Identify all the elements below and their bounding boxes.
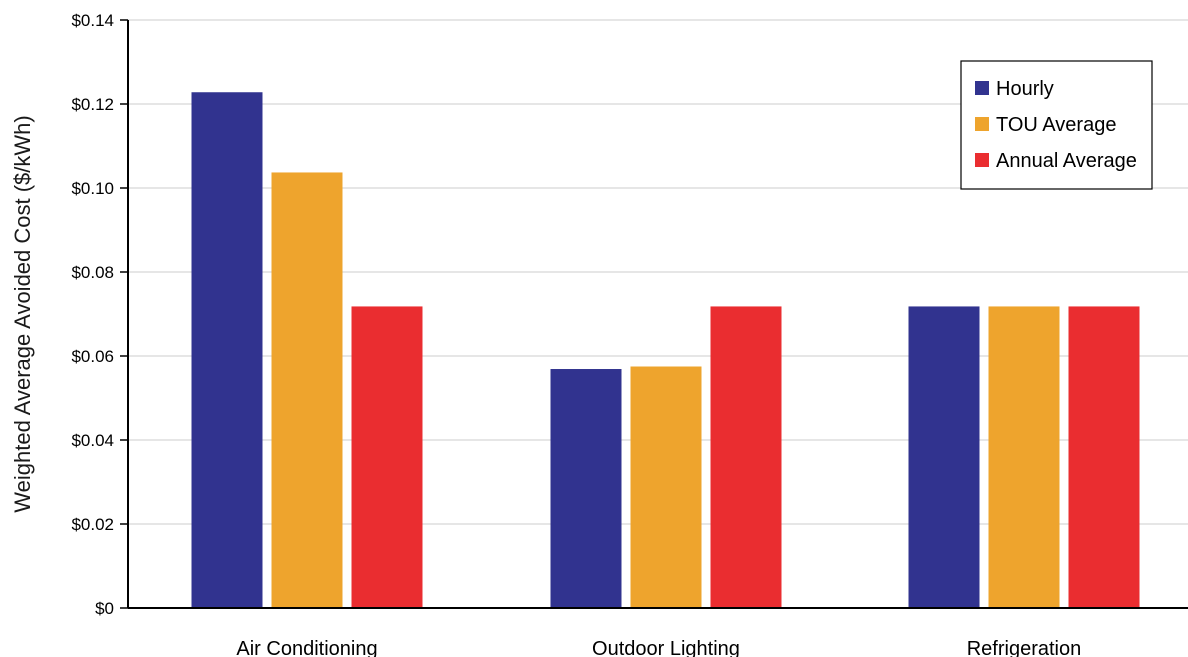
bar-tou-average-outdoor-lighting	[630, 366, 702, 608]
legend-label: Hourly	[996, 78, 1054, 100]
y-tick-labels: $0 $0.02 $0.04 $0.06 $0.08 $0.10 $0.12 $0.14	[71, 11, 114, 618]
y-tick-label: $0.06	[71, 347, 114, 366]
legend-swatch	[975, 117, 989, 131]
x-category-label: Refrigeration	[967, 638, 1082, 657]
legend-swatch	[975, 81, 989, 95]
x-category-labels: Air Conditioning Outdoor Lighting Refriger…	[236, 638, 1081, 657]
bar-tou-average-refrigeration	[988, 306, 1060, 608]
bar-hourly-outdoor-lighting	[550, 369, 622, 608]
bar-hourly-air-conditioning	[191, 92, 263, 609]
y-tick-label: $0.14	[71, 11, 114, 30]
bar-annual-average-outdoor-lighting	[710, 306, 782, 608]
y-tick-label: $0.10	[71, 179, 114, 198]
bar-hourly-refrigeration	[908, 306, 980, 608]
legend-box	[960, 60, 1153, 190]
y-axis-title: Weighted Average Avoided Cost ($/kWh)	[10, 115, 35, 512]
legend-label: TOU Average	[996, 114, 1116, 136]
legend-swatch	[975, 153, 989, 167]
bar-tou-average-air-conditioning	[271, 172, 343, 608]
y-tick-label: $0.04	[71, 431, 114, 450]
y-tick-label: $0	[95, 599, 114, 618]
x-category-label: Outdoor Lighting	[592, 638, 740, 657]
bar-annual-average-refrigeration	[1068, 306, 1140, 608]
y-tick-label: $0.02	[71, 515, 114, 534]
bars	[191, 92, 1140, 609]
y-tick-label: $0.12	[71, 95, 114, 114]
legend: Hourly TOU Average Annual Average	[960, 60, 1153, 190]
legend-label: Annual Average	[996, 150, 1137, 172]
bar-annual-average-air-conditioning	[351, 306, 423, 608]
y-tick-label: $0.08	[71, 263, 114, 282]
x-category-label: Air Conditioning	[236, 638, 377, 657]
axes	[120, 19, 1188, 609]
